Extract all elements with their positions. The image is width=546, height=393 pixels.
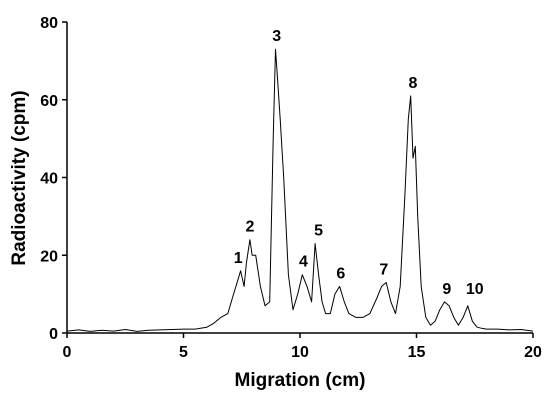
y-ticks: 0 20 40 60 80 [40,15,67,343]
peak-label: 10 [466,281,484,298]
x-tick-label: 5 [179,344,188,361]
peak-labels: 12 3 45 6 7 8 9 10 [234,28,484,298]
y-tick-label: 60 [40,93,58,110]
peak-label: 9 [442,281,451,298]
y-tick-label: 40 [40,171,58,188]
series-line [66,48,534,332]
peak-label: 6 [336,265,345,282]
x-tick-label: 15 [408,344,426,361]
peak-label: 3 [272,28,281,45]
y-tick-label: 80 [40,15,58,32]
x-ticks: 0 5 10 15 20 [63,333,542,361]
peak-label: 8 [409,75,418,92]
peak-label: 7 [379,261,388,278]
y-axis-label: Radioactivity (cpm) [9,90,30,265]
x-tick-label: 20 [524,344,542,361]
y-tick-label: 20 [40,248,58,265]
y-tick-label: 0 [49,326,58,343]
peak-label: 5 [314,223,323,240]
x-tick-label: 0 [63,344,72,361]
peak-label: 2 [245,219,254,236]
x-tick-label: 10 [291,344,309,361]
peak-label: 1 [234,250,243,267]
peak-label: 4 [299,254,308,271]
x-axis-label: Migration (cm) [235,370,366,391]
